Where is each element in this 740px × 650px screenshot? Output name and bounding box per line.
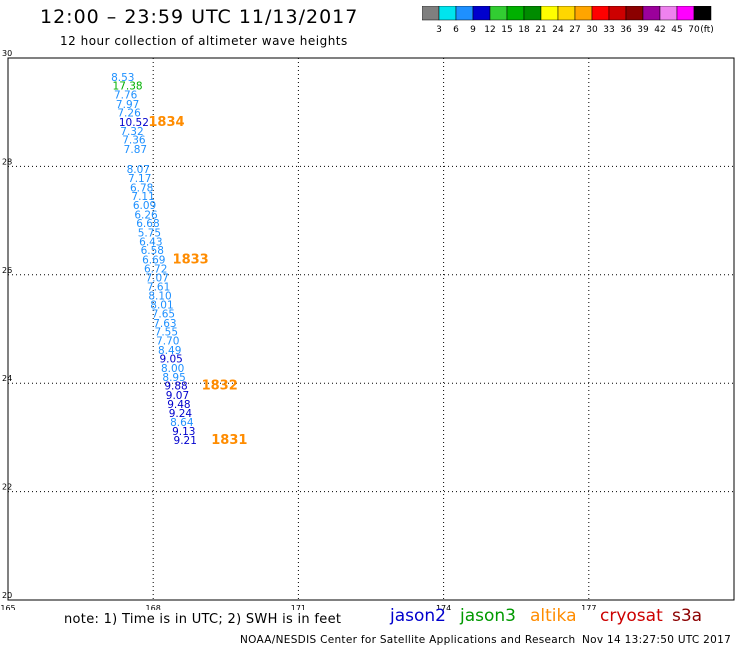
legend-altika: altika — [530, 606, 577, 626]
legend-cryosat: cryosat — [600, 606, 663, 626]
colorbar-tick-label: 21 — [535, 25, 546, 35]
colorbar-tick-label: 42 — [654, 25, 665, 35]
colorbar-tick-label: 6 — [453, 25, 459, 35]
colorbar-tick-label: 15 — [501, 25, 512, 35]
wave-height-value: 9.13 — [172, 426, 195, 438]
wave-height-value: 6.09 — [133, 200, 156, 212]
colorbar-tick-label: 45 — [671, 25, 682, 35]
colorbar-tick-label: 12 — [484, 25, 495, 35]
wave-height-value: 8.01 — [150, 299, 173, 311]
wave-height-value: 8.07 — [127, 164, 150, 176]
wave-height-value: 8.64 — [170, 417, 194, 429]
colorbar-tick-label: 18 — [518, 25, 530, 35]
y-tick-label: 24 — [2, 374, 12, 383]
wave-height-value: 7.87 — [124, 144, 147, 156]
wave-height-value: 6.69 — [142, 254, 165, 266]
x-tick-label: 165 — [0, 604, 15, 610]
x-tick-label: 174 — [436, 604, 451, 610]
wave-height-value: 7.63 — [153, 318, 176, 330]
wave-height-value: 7.70 — [156, 336, 179, 348]
pass-id-annotation: 1833 — [173, 252, 209, 267]
colorbar-tick-label: 9 — [470, 25, 476, 35]
y-tick-label: 26 — [2, 266, 12, 275]
wave-height-value: 8.49 — [158, 345, 181, 357]
wave-height-value: 7.07 — [145, 272, 168, 284]
wave-height-value: 7.17 — [128, 173, 151, 185]
colorbar-tick-label: 36 — [620, 25, 632, 35]
colorbar-tick-label: 30 — [586, 25, 598, 35]
wave-height-value: 8.95 — [162, 372, 185, 384]
generation-timestamp: Nov 14 13:27:50 UTC 2017 — [582, 634, 732, 646]
credit-line: NOAA/NESDIS Center for Satellite Applica… — [240, 634, 576, 646]
wave-height-value: 7.97 — [116, 99, 139, 111]
wave-height-value: 9.21 — [174, 435, 197, 447]
footer-note: note: 1) Time is in UTC; 2) SWH is in fe… — [64, 612, 342, 627]
wave-height-value: 9.88 — [164, 381, 187, 393]
wave-height-value: 6.72 — [144, 264, 167, 276]
wave-height-value: 7.11 — [131, 191, 154, 203]
y-tick-label: 28 — [2, 157, 12, 166]
y-tick-label: 20 — [2, 591, 12, 600]
colorbar-unit: (ft) — [700, 25, 714, 35]
wave-height-value: 6.68 — [136, 218, 159, 230]
y-tick-label: 22 — [2, 483, 12, 492]
colorbar-tick-label: 24 — [552, 25, 564, 35]
y-tick-label: 30 — [2, 49, 12, 58]
x-tick-label: 177 — [581, 604, 596, 610]
colorbar-tick-label: 39 — [637, 25, 649, 35]
wave-height-value: 8.53 — [111, 72, 134, 84]
color-scale-legend: 3 6 9 12 15 18 21 24 27 30 33 36 39 42 45 70 (ft) — [422, 6, 714, 35]
legend-jason3: jason3 — [460, 606, 516, 626]
colorbar-swatch — [693, 6, 712, 21]
wave-height-value: 10.52 — [119, 117, 149, 129]
wave-height-value: 7.26 — [117, 108, 141, 120]
wave-height-value: 7.55 — [155, 327, 178, 339]
wave-height-value: 9.07 — [166, 390, 189, 402]
x-tick-label: 168 — [146, 604, 161, 610]
legend-jason2: jason2 — [390, 606, 446, 626]
wave-height-value: 17.38 — [113, 80, 143, 92]
colorbar-tick-label: 70 — [688, 25, 700, 35]
wave-height-value: 8.10 — [148, 291, 171, 303]
colorbar-tick-label: 27 — [569, 25, 580, 35]
plot-frame — [7, 57, 735, 601]
pass-id-annotation: 1834 — [148, 115, 184, 130]
colorbar-tick-label: 33 — [603, 25, 614, 35]
wave-height-value: 6.78 — [130, 182, 153, 194]
wave-height-plot: 165 168 171 174 177 20 22 24 26 28 30 8.5317.387.76… — [0, 49, 735, 610]
wave-height-value: 7.36 — [122, 135, 146, 147]
wave-height-value: 7.76 — [114, 90, 138, 102]
page-subtitle: 12 hour collection of altimeter wave hei… — [60, 34, 348, 48]
pass-id-annotation: 1832 — [202, 379, 238, 394]
wave-height-value: 9.05 — [159, 354, 182, 366]
page-title: 12:00 – 23:59 UTC 11/13/2017 — [40, 6, 359, 28]
wave-height-value: 9.24 — [169, 408, 193, 420]
wave-height-value: 6.43 — [139, 237, 162, 249]
wave-height-value: 6.26 — [134, 209, 158, 221]
x-tick-label: 171 — [291, 604, 306, 610]
wave-height-value: 9.48 — [167, 399, 190, 411]
wave-height-value: 8.00 — [161, 363, 184, 375]
colorbar-tick-label: 3 — [436, 25, 442, 35]
legend-s3a: s3a — [672, 606, 703, 626]
wave-height-value: 7.32 — [120, 126, 143, 138]
pass-id-annotation: 1831 — [211, 433, 247, 448]
wave-height-value: 7.65 — [152, 309, 175, 321]
wave-height-value: 7.61 — [147, 282, 170, 294]
wave-height-value: 5.75 — [138, 227, 161, 239]
wave-height-value: 6.58 — [141, 245, 164, 257]
